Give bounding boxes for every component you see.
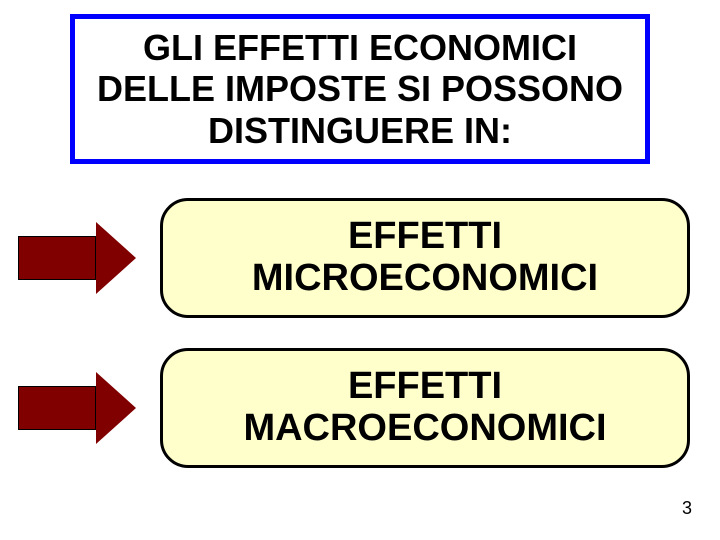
bullet-macro: EFFETTI MACROECONOMICI xyxy=(160,348,690,468)
title-box: GLI EFFETTI ECONOMICI DELLE IMPOSTE SI P… xyxy=(70,14,650,164)
bullet-micro-text: EFFETTI MICROECONOMICI xyxy=(183,216,667,300)
arrow-2-shaft xyxy=(18,386,96,430)
arrow-1-head xyxy=(96,222,136,294)
bullet-macro-text: EFFETTI MACROECONOMICI xyxy=(183,366,667,450)
arrow-1 xyxy=(18,222,136,294)
arrow-1-shaft xyxy=(18,236,96,280)
slide: GLI EFFETTI ECONOMICI DELLE IMPOSTE SI P… xyxy=(0,0,720,540)
arrow-2-head xyxy=(96,372,136,444)
page-number: 3 xyxy=(682,498,692,519)
arrow-2 xyxy=(18,372,136,444)
title-text: GLI EFFETTI ECONOMICI DELLE IMPOSTE SI P… xyxy=(87,27,633,151)
bullet-micro: EFFETTI MICROECONOMICI xyxy=(160,198,690,318)
